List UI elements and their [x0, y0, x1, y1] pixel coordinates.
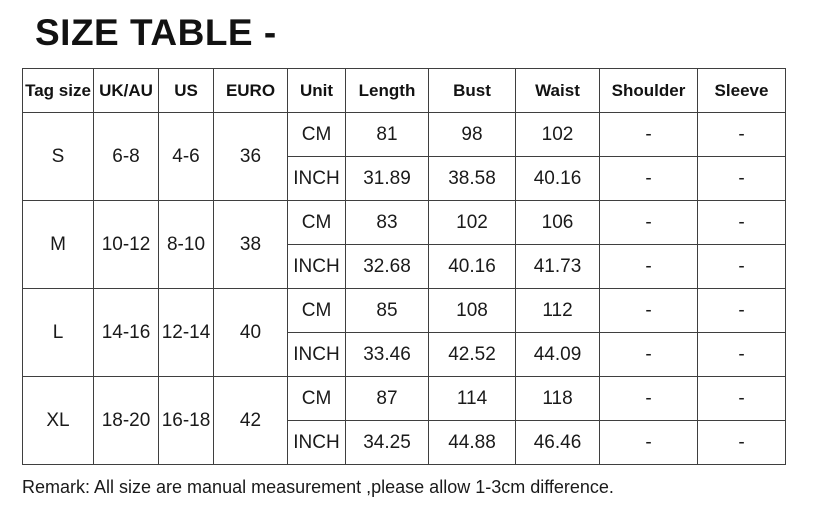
- cell-euro: 36: [213, 112, 288, 201]
- cell-waist-cm: 112: [515, 288, 600, 333]
- cell-uk-au: 10-12: [93, 200, 159, 289]
- cell-shoulder-cm: -: [599, 112, 698, 157]
- cell-unit-inch: INCH: [287, 420, 346, 465]
- cell-shoulder-cm: -: [599, 376, 698, 421]
- cell-waist-inch: 41.73: [515, 244, 600, 289]
- col-header-sleeve: Sleeve: [697, 68, 786, 113]
- table-row-l-inch: INCH 33.46 42.52 44.09 - -: [23, 332, 786, 377]
- cell-uk-au: 6-8: [93, 112, 159, 201]
- cell-bust-inch: 44.88: [428, 420, 516, 465]
- size-table: Tag size UK/AU US EURO Unit Length Bust …: [22, 68, 786, 465]
- cell-sleeve-inch: -: [697, 420, 786, 465]
- cell-sleeve-inch: -: [697, 156, 786, 201]
- cell-waist-inch: 46.46: [515, 420, 600, 465]
- table-row-l-cm: L 14-16 12-14 40 CM 85 108 112 - -: [22, 288, 786, 377]
- cell-sleeve-cm: -: [697, 376, 786, 421]
- cell-length-inch: 31.89: [345, 156, 429, 201]
- cell-us: 16-18: [158, 376, 214, 465]
- cell-sleeve-inch: -: [697, 332, 786, 377]
- cell-us: 8-10: [158, 200, 214, 289]
- cell-us: 4-6: [158, 112, 214, 201]
- cell-shoulder-inch: -: [599, 420, 698, 465]
- cell-us: 12-14: [158, 288, 214, 377]
- col-header-unit: Unit: [287, 68, 346, 113]
- col-header-euro: EURO: [213, 68, 288, 113]
- cell-unit-cm: CM: [287, 376, 346, 421]
- cell-unit-cm: CM: [287, 112, 346, 157]
- cell-sleeve-cm: -: [697, 112, 786, 157]
- col-header-tag-size: Tag size: [22, 68, 94, 113]
- cell-bust-cm: 114: [428, 376, 516, 421]
- cell-waist-cm: 118: [515, 376, 600, 421]
- cell-uk-au: 14-16: [93, 288, 159, 377]
- cell-length-cm: 81: [345, 112, 429, 157]
- cell-waist-inch: 40.16: [515, 156, 600, 201]
- cell-bust-inch: 40.16: [428, 244, 516, 289]
- cell-sleeve-inch: -: [697, 244, 786, 289]
- cell-unit-inch: INCH: [287, 332, 346, 377]
- col-header-waist: Waist: [515, 68, 600, 113]
- cell-tag-size: XL: [22, 376, 94, 465]
- cell-tag-size: M: [22, 200, 94, 289]
- cell-length-inch: 32.68: [345, 244, 429, 289]
- table-row-s-cm: S 6-8 4-6 36 CM 81 98 102 - -: [22, 112, 786, 201]
- table-row-xl-cm: XL 18-20 16-18 42 CM 87 114 118 - -: [22, 376, 786, 465]
- remark-text: Remark: All size are manual measurement …: [22, 477, 614, 497]
- col-header-us: US: [158, 68, 214, 113]
- table-row-s-inch: INCH 31.89 38.58 40.16 - -: [23, 156, 786, 201]
- cell-unit-inch: INCH: [287, 156, 346, 201]
- cell-shoulder-cm: -: [599, 288, 698, 333]
- cell-length-inch: 33.46: [345, 332, 429, 377]
- col-header-bust: Bust: [428, 68, 516, 113]
- header-row: Tag size UK/AU US EURO Unit Length Bust …: [22, 68, 786, 113]
- cell-tag-size: S: [22, 112, 94, 201]
- cell-sleeve-cm: -: [697, 288, 786, 333]
- cell-bust-cm: 108: [428, 288, 516, 333]
- col-header-uk-au: UK/AU: [93, 68, 159, 113]
- col-header-shoulder: Shoulder: [599, 68, 698, 113]
- cell-length-inch: 34.25: [345, 420, 429, 465]
- cell-euro: 38: [213, 200, 288, 289]
- cell-uk-au: 18-20: [93, 376, 159, 465]
- cell-bust-inch: 38.58: [428, 156, 516, 201]
- cell-shoulder-cm: -: [599, 200, 698, 245]
- cell-bust-cm: 102: [428, 200, 516, 245]
- cell-waist-inch: 44.09: [515, 332, 600, 377]
- cell-unit-cm: CM: [287, 200, 346, 245]
- table-row-m-inch: INCH 32.68 40.16 41.73 - -: [23, 244, 786, 289]
- page-title: SIZE TABLE -: [35, 12, 277, 53]
- cell-bust-cm: 98: [428, 112, 516, 157]
- cell-shoulder-inch: -: [599, 156, 698, 201]
- cell-bust-inch: 42.52: [428, 332, 516, 377]
- cell-shoulder-inch: -: [599, 332, 698, 377]
- cell-length-cm: 83: [345, 200, 429, 245]
- cell-length-cm: 85: [345, 288, 429, 333]
- table-row-m-cm: M 10-12 8-10 38 CM 83 102 106 - -: [22, 200, 786, 289]
- cell-unit-inch: INCH: [287, 244, 346, 289]
- table-row-xl-inch: INCH 34.25 44.88 46.46 - -: [23, 420, 786, 465]
- cell-euro: 42: [213, 376, 288, 465]
- cell-waist-cm: 102: [515, 112, 600, 157]
- col-header-length: Length: [345, 68, 429, 113]
- cell-unit-cm: CM: [287, 288, 346, 333]
- cell-shoulder-inch: -: [599, 244, 698, 289]
- cell-sleeve-cm: -: [697, 200, 786, 245]
- cell-euro: 40: [213, 288, 288, 377]
- cell-length-cm: 87: [345, 376, 429, 421]
- cell-waist-cm: 106: [515, 200, 600, 245]
- cell-tag-size: L: [22, 288, 94, 377]
